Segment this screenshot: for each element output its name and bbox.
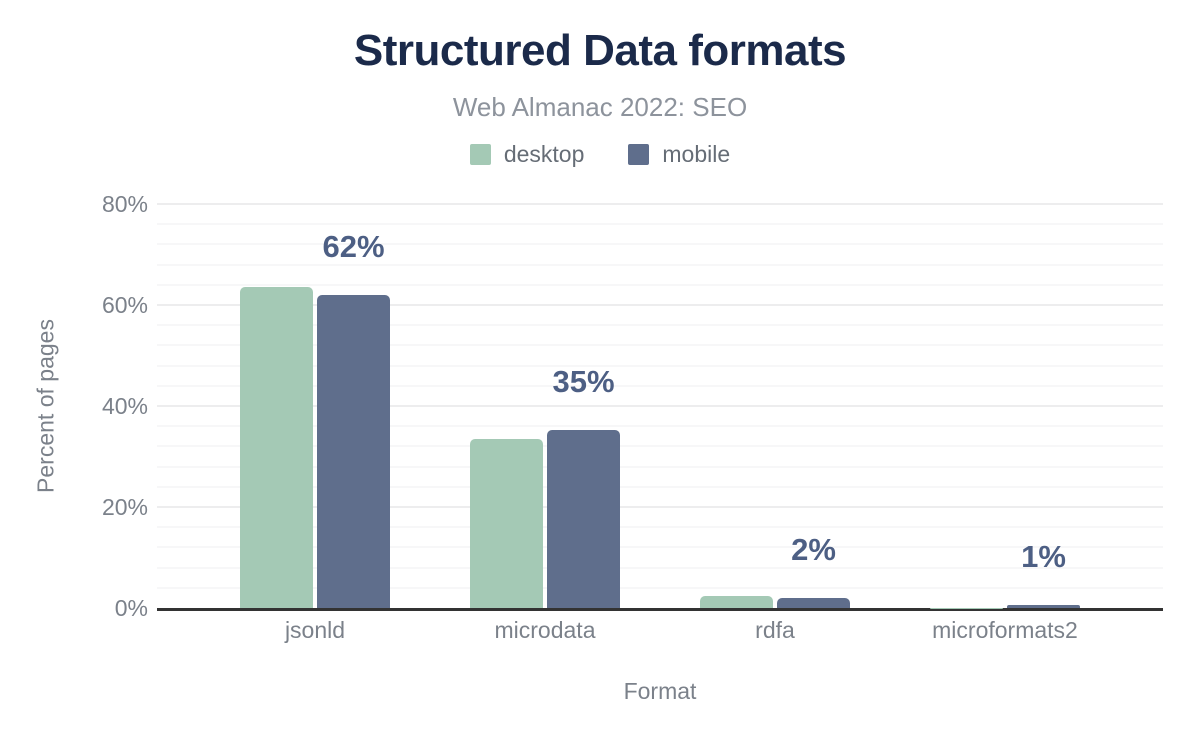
gridline-44 [157,384,1163,387]
y-tick-label-20: 20% [101,494,148,520]
gridline-68 [157,263,1163,266]
gridline-36 [157,425,1163,428]
y-tick-label-80: 80% [101,191,148,217]
x-tick-label-microformats2: microformats2 [932,617,1078,643]
legend: desktop mobile [0,140,1200,168]
bar-value-label-microdata: 35% [552,363,615,399]
bar-desktop-microdata [470,439,543,608]
bar-mobile-microformats2 [1007,604,1080,608]
bar-desktop-rdfa [700,595,773,608]
bar-value-label-rdfa: 2% [791,531,836,567]
gridline-12 [157,546,1163,549]
gridline-52 [157,344,1163,347]
chart-title: Structured Data formats [353,26,847,75]
bar-value-label-jsonld: 62% [322,228,385,264]
bar-mobile-rdfa [777,597,850,608]
x-tick-label-microdata: microdata [494,617,596,643]
gridline-40 [157,405,1163,407]
gridline-4 [157,586,1163,589]
gridline-80 [157,203,1163,205]
gridline-24 [157,485,1163,488]
bar-mobile-microdata [547,429,620,608]
x-tick-label-jsonld: jsonld [284,617,346,643]
legend-label-mobile: mobile [662,140,731,167]
chart-subtitle: Web Almanac 2022: SEO [452,92,748,122]
y-tick-label-60: 60% [101,292,148,318]
legend-item-desktop: desktop [469,140,585,168]
mobile-swatch-icon [628,143,650,165]
bar-desktop-microformats2 [930,607,1003,608]
y-tick-label-0: 0% [114,595,148,621]
bar-value-label-microformats2: 1% [1021,538,1066,574]
desktop-swatch-icon [469,143,491,165]
gridline-28 [157,465,1163,468]
x-tick-label-rdfa: rdfa [755,617,795,643]
gridline-56 [157,324,1163,327]
gridline-64 [157,283,1163,286]
legend-item-mobile: mobile [628,141,730,168]
y-tick-label-40: 40% [101,393,148,419]
bar-desktop-jsonld [240,287,313,608]
plot-area: 62% 35% 2% 1% [157,203,1163,611]
gridline-8 [157,566,1163,569]
legend-label-desktop: desktop [503,140,585,167]
y-axis-label: Percent of pages [32,319,59,493]
gridline-48 [157,364,1163,367]
gridline-76 [157,223,1163,226]
gridline-72 [157,243,1163,246]
gridline-16 [157,526,1163,529]
bar-mobile-jsonld [317,294,390,608]
x-axis-label: Format [623,678,697,704]
gridline-60 [157,304,1163,306]
gridline-32 [157,445,1163,448]
gridline-20 [157,506,1163,508]
